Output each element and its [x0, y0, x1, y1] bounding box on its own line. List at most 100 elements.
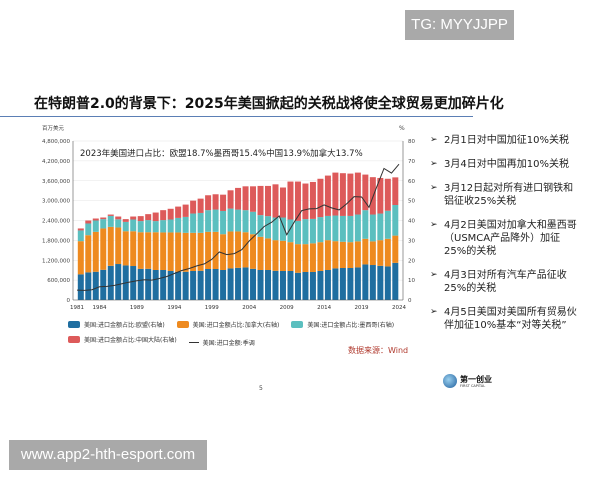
list-item-text: 4月2日美国对加拿大和墨西哥（USMCA产品降外）加征25%的关税	[444, 220, 577, 257]
list-item-text: 4月5日美国对美国所有贸易伙伴加征10%基本“对等关税”	[444, 307, 577, 331]
bar-canada	[227, 231, 234, 269]
legend-canada: 美国:进口金额占比:加拿大(右轴)	[176, 320, 279, 329]
watermark-bottom: www.app2-hth-esport.com	[9, 440, 207, 470]
bar-china	[160, 210, 167, 221]
legend-label: 美国:进口金额占比:欧盟(右轴)	[84, 322, 165, 329]
bar-canada	[235, 231, 242, 268]
bar-eu	[339, 268, 346, 300]
bar-china	[377, 177, 384, 214]
tariff-list: ➢ 2月1日对中国加征10%关税 ➢ 3月4日对中国再加10%关税 ➢ 3月12日起对…	[430, 134, 580, 343]
arrow-icon: ➢	[430, 183, 438, 193]
bar-canada	[362, 238, 369, 265]
left-tick-label: 3,000,000	[42, 199, 70, 205]
x-tick-label: 2019	[355, 305, 369, 311]
bar-canada	[212, 231, 219, 269]
bar-mexico	[242, 210, 249, 233]
list-item: ➢ 3月4日对中国再加10%关税	[430, 158, 580, 171]
bar-eu	[227, 268, 234, 300]
bar-china	[182, 204, 189, 217]
bar-mexico	[309, 218, 316, 244]
bar-china	[122, 219, 129, 222]
bar-china	[265, 185, 272, 217]
left-tick-label: 3,600,000	[42, 179, 70, 185]
bar-canada	[77, 241, 84, 275]
bar-canada	[257, 236, 264, 270]
bar-china	[85, 220, 92, 224]
chart-legend: 美国:进口金额占比:欧盟(右轴) 美国:进口金额占比:加拿大(右轴) 美国:进口…	[68, 320, 408, 353]
bar-eu	[309, 271, 316, 300]
arrow-icon: ➢	[430, 307, 438, 317]
bar-mexico	[339, 215, 346, 242]
bar-china	[272, 184, 279, 218]
bar-canada	[250, 234, 257, 269]
bar-eu	[235, 267, 242, 300]
bar-canada	[354, 241, 361, 268]
bar-eu	[287, 270, 294, 300]
bar-china	[250, 186, 257, 212]
bar-canada	[392, 235, 399, 263]
import-line	[76, 163, 400, 291]
bar-eu	[242, 267, 249, 300]
bar-mexico	[92, 220, 99, 232]
trade-chart: 0 600,000 1,200,000 1,800,000 2,400,000 3,000…	[42, 124, 415, 311]
bar-mexico	[392, 204, 399, 236]
bar-canada	[175, 232, 182, 272]
bar-canada	[339, 241, 346, 269]
bar-eu	[85, 272, 92, 300]
legend-swatch	[68, 321, 80, 328]
bar-canada	[107, 226, 114, 266]
bar-mexico	[332, 215, 339, 242]
bar-eu	[324, 269, 331, 300]
bar-canada	[152, 232, 159, 270]
bar-canada	[294, 244, 301, 273]
bar-mexico	[212, 209, 219, 232]
bar-mexico	[205, 210, 212, 232]
bar-canada	[242, 232, 249, 268]
bar-china	[302, 183, 309, 220]
bar-mexico	[122, 221, 129, 232]
bar-eu	[384, 266, 391, 300]
legend-swatch	[291, 321, 304, 328]
right-tick-label: 60	[408, 179, 415, 185]
bar-eu	[265, 269, 272, 300]
bar-eu	[369, 265, 376, 300]
legend-swatch	[68, 336, 80, 343]
bar-eu	[167, 270, 174, 300]
data-source: 数据来源：Wind	[348, 346, 409, 355]
list-item: ➢ 4月3日对所有汽车产品征收25%的关税	[430, 269, 580, 295]
arrow-icon: ➢	[430, 220, 438, 230]
bar-mexico	[294, 220, 301, 245]
bar-mexico	[130, 219, 137, 232]
company-logo: 第一创业 FIRST CAPITAL	[443, 374, 492, 388]
bar-china	[167, 208, 174, 220]
bar-eu	[92, 271, 99, 300]
bar-canada	[265, 238, 272, 270]
list-item-text: 3月12日起对所有进口钢铁和铝征收25%关税	[444, 183, 574, 207]
left-tick-label: 2,400,000	[42, 219, 70, 225]
bar-china	[384, 178, 391, 211]
bar-mexico	[167, 219, 174, 233]
bar-canada	[377, 240, 384, 266]
bar-canada	[145, 232, 152, 269]
bar-eu	[175, 271, 182, 300]
bar-mexico	[235, 209, 242, 232]
list-item: ➢ 3月12日起对所有进口钢铁和铝征收25%关税	[430, 182, 580, 208]
right-tick-label: 30	[408, 238, 415, 244]
bar-eu	[220, 269, 227, 300]
bar-eu	[354, 267, 361, 300]
bar-eu	[107, 265, 114, 300]
legend-swatch	[176, 321, 189, 328]
bar-mexico	[85, 223, 92, 236]
bar-eu	[152, 269, 159, 300]
x-tick-label: 1994	[167, 305, 181, 311]
bar-mexico	[182, 216, 189, 233]
list-item-text: 3月4日对中国再加10%关税	[444, 159, 569, 170]
bar-eu	[160, 269, 167, 300]
bar-mexico	[145, 220, 152, 233]
title-divider	[0, 116, 473, 117]
legend-mexico: 美国:进口金额占比:墨西哥(右轴)	[291, 320, 394, 329]
right-unit: %	[399, 125, 405, 132]
bar-mexico	[197, 212, 204, 233]
bar-canada	[279, 240, 286, 271]
bar-mexico	[77, 230, 84, 242]
